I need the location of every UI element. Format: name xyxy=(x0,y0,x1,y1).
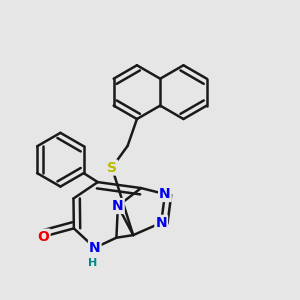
Text: N: N xyxy=(89,241,100,255)
Text: O: O xyxy=(38,230,50,244)
Text: S: S xyxy=(107,160,117,175)
Text: N: N xyxy=(159,187,171,201)
Text: H: H xyxy=(88,259,98,269)
Text: N: N xyxy=(155,216,167,230)
Text: N: N xyxy=(112,199,124,213)
